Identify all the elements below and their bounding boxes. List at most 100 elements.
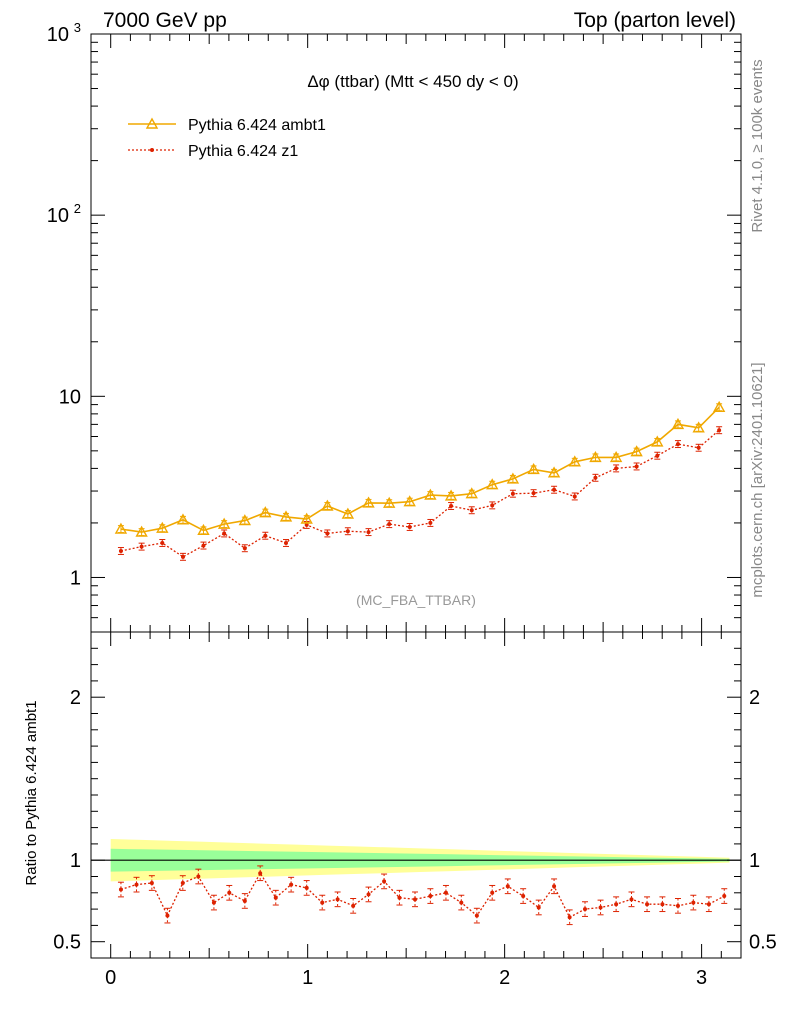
data-point-dot	[655, 453, 660, 458]
data-point-triangle	[547, 466, 561, 478]
ratio-data-point	[366, 892, 371, 897]
ratio-data-point	[552, 884, 557, 889]
data-point-triangle	[671, 417, 685, 430]
data-point-triangle	[506, 472, 520, 484]
data-point-triangle	[238, 514, 252, 526]
ratio-y-tick-label-right: 0.5	[749, 932, 777, 954]
mcplots-label: mcplots.cern.ch [arXiv:2401.10621]	[749, 362, 766, 597]
data-point-dot	[345, 529, 350, 534]
ratio-data-point	[443, 890, 448, 895]
ratio-series	[117, 865, 728, 926]
ratio-data-point	[258, 871, 263, 876]
data-point-triangle	[568, 455, 581, 467]
ratio-y-tick-label-right: 1	[749, 850, 760, 872]
ratio-data-point	[196, 874, 201, 879]
data-point-dot	[263, 533, 268, 538]
data-point-triangle	[692, 421, 705, 433]
data-point-triangle	[465, 487, 478, 499]
data-point-dot	[222, 531, 227, 536]
ratio-data-point	[428, 894, 433, 899]
ratio-data-point	[660, 902, 665, 907]
data-point-dot	[469, 508, 474, 513]
data-point-triangle	[383, 496, 396, 508]
data-point-dot	[160, 540, 165, 545]
data-point-dot	[366, 530, 371, 535]
main-y-tick-exponent: 2	[74, 201, 81, 216]
data-point-dot	[284, 540, 288, 545]
data-point-dot	[325, 531, 330, 536]
ratio-data-point	[320, 900, 325, 905]
data-point-triangle	[197, 523, 210, 536]
data-point-dot	[614, 466, 619, 471]
legend-marker-ambt1	[145, 117, 159, 129]
data-point-dot	[201, 543, 206, 548]
data-point-dot	[593, 475, 598, 480]
data-point-dot	[490, 503, 495, 508]
ratio-ylabel: Ratio to Pythia 6.424 ambt1	[23, 700, 40, 885]
ratio-data-point	[691, 900, 696, 905]
ratio-data-point	[180, 881, 185, 886]
data-point-triangle	[156, 521, 169, 533]
ratio-y-tick-label-right: 2	[749, 687, 760, 709]
legend-marker-z1	[150, 148, 154, 152]
ratio-data-point	[413, 897, 418, 902]
data-point-dot	[428, 520, 433, 525]
ratio-data-point	[459, 900, 464, 905]
ratio-data-point	[645, 902, 650, 907]
data-point-dot	[180, 554, 185, 559]
header-right: Top (parton level)	[574, 9, 736, 32]
legend: Pythia 6.424 ambt1 Pythia 6.424 z1	[128, 117, 326, 160]
data-point-triangle	[362, 496, 375, 508]
data-point-triangle	[403, 495, 416, 507]
ratio-data-point	[706, 902, 711, 907]
data-point-dot	[552, 487, 557, 492]
ratio-data-point	[227, 890, 232, 895]
ratio-data-point	[165, 913, 170, 918]
ratio-data-point	[675, 903, 680, 908]
ratio-y-tick-label: 0.5	[53, 932, 81, 954]
ratio-panel: 0.5 0.5 1 1 2 2 0 1 2 3	[53, 631, 777, 989]
ratio-data-point	[598, 905, 603, 910]
ratio-data-point	[614, 902, 619, 907]
ratio-data-point	[722, 894, 727, 899]
data-point-triangle	[321, 499, 334, 511]
ratio-data-point	[567, 915, 572, 920]
series-line-1	[120, 429, 720, 558]
data-point-dot	[242, 546, 247, 551]
rivet-label: Rivet 4.1.0, ≥ 100k events	[749, 59, 766, 232]
data-point-triangle	[259, 506, 272, 518]
data-point-triangle	[712, 400, 726, 412]
data-point-dot	[675, 442, 680, 447]
series-0	[114, 400, 726, 537]
ratio-data-point	[335, 897, 340, 902]
ratio-x-tick-label: 0	[105, 967, 116, 989]
legend-label-z1: Pythia 6.424 z1	[188, 143, 298, 160]
main-y-tick-label: 10	[47, 205, 69, 227]
series-line-0	[120, 406, 720, 533]
data-point-triangle	[176, 513, 190, 525]
main-y-tick-exponent: 3	[74, 20, 81, 35]
data-point-dot	[449, 504, 454, 509]
ratio-data-point	[211, 900, 216, 905]
ratio-x-tick-label: 2	[499, 967, 510, 989]
main-y-tick-label: 10	[59, 386, 81, 408]
header-left: 7000 GeV pp	[103, 9, 227, 32]
data-point-dot	[510, 491, 515, 496]
data-point-triangle	[527, 462, 540, 475]
data-point-triangle	[217, 517, 231, 529]
ratio-data-point	[505, 884, 510, 889]
ratio-data-point	[629, 897, 634, 902]
data-point-dot	[634, 464, 639, 469]
data-point-triangle	[341, 507, 355, 519]
data-point-triangle	[609, 450, 623, 463]
data-point-dot	[139, 544, 144, 549]
ratio-data-point	[289, 882, 294, 887]
data-point-triangle	[651, 435, 664, 447]
ratio-data-point	[490, 890, 495, 895]
main-plot-watermark: (MC_FBA_TTBAR)	[356, 592, 476, 608]
data-point-triangle	[300, 512, 313, 524]
ratio-data-point	[382, 879, 387, 884]
ratio-data-point	[583, 907, 587, 912]
ratio-data-point	[397, 895, 402, 900]
